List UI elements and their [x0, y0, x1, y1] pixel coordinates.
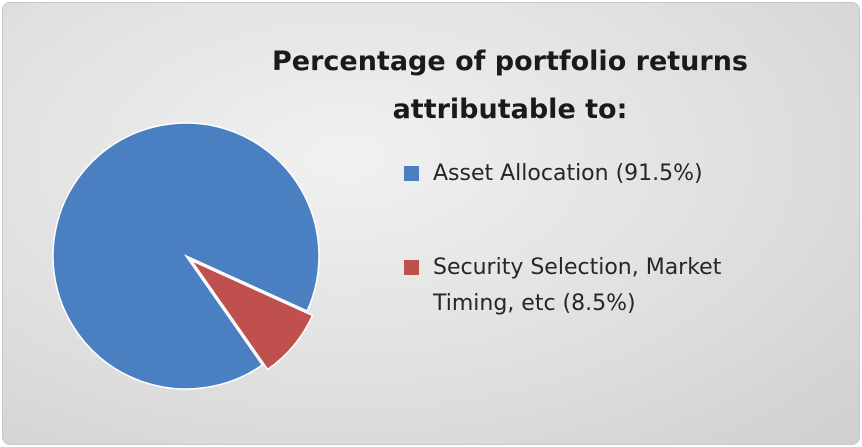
pie-slice [189, 258, 314, 371]
legend-item: Asset Allocation (91.5%) [404, 156, 763, 192]
legend-item: Security Selection, Market Timing, etc (… [404, 250, 763, 322]
legend-swatch [404, 260, 419, 275]
pie-slice [52, 122, 320, 390]
chart-title: Percentage of portfolio returns attribut… [271, 46, 749, 125]
legend-label: Security Selection, Market Timing, etc (… [433, 255, 722, 316]
legend-label: Asset Allocation (91.5%) [433, 161, 703, 186]
legend-swatch [404, 166, 419, 181]
